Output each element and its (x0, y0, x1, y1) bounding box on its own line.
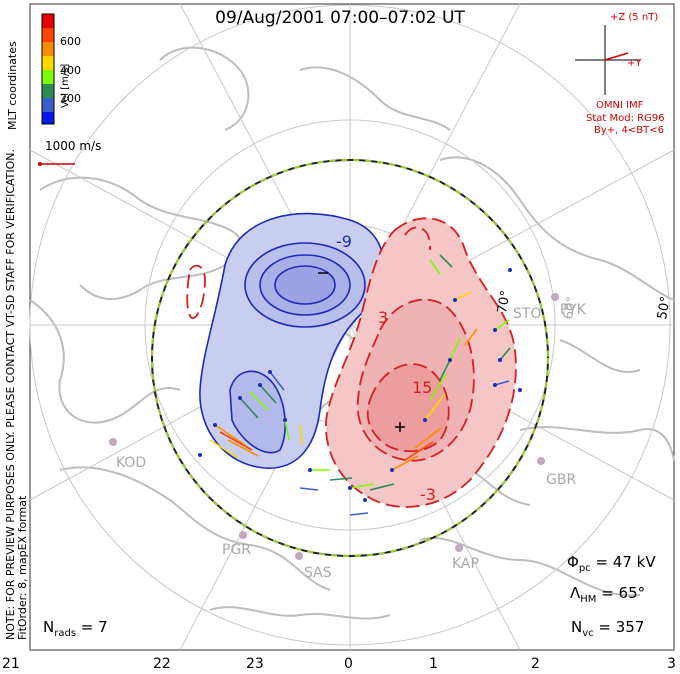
station-sas: SAS (304, 565, 332, 581)
imf-clock (575, 25, 640, 95)
coastlines (29, 46, 675, 620)
fitorder-note: FitOrder: 8, mapEX format (16, 495, 29, 640)
stat-phi-pc: Φpc = 47 kV (567, 553, 656, 574)
hm-boundary-dash (151, 159, 549, 557)
colorbar (41, 13, 55, 125)
stat-nvc: Nvc = 357 (571, 618, 645, 639)
colorbar-tick-200: 200 (60, 92, 81, 105)
colorbar-label: Vel [m/s] (60, 63, 71, 108)
mlt-label-2: 2 (531, 656, 540, 672)
mlt-label-1: 1 (429, 656, 438, 672)
station-markers (109, 293, 559, 560)
station-sto: STO (513, 306, 542, 322)
mlt-label-0: 0 (344, 656, 353, 672)
contour-label-neg9: -9 (336, 232, 352, 251)
stat-lambda-hm: ΛHM = 65° (570, 584, 646, 605)
imf-model: Stat Mod: RG96 (586, 113, 665, 124)
imf-by-label: +Y (627, 58, 642, 69)
map-title: 09/Aug/2001 07:00–07:02 UT (215, 8, 465, 28)
mlt-label-3: 3 (667, 656, 676, 672)
station-kap: KAP (452, 556, 479, 572)
stat-nrads: Nrads = 7 (43, 618, 108, 639)
imf-bz-label: +Z (5 nT) (610, 12, 659, 23)
station-pgr: PGR (222, 542, 252, 558)
station-gbr: GBR (546, 472, 577, 488)
ref-vector (38, 162, 75, 166)
contour-label-neg3: -3 (420, 485, 436, 504)
mlt-label-21: 21 (2, 656, 20, 672)
contour-label-3: 3 (378, 308, 389, 327)
colorbar-tick-600: 600 (60, 35, 81, 48)
station-pyk: PYK (560, 302, 586, 318)
imf-condition: By+, 4<BT<6 (594, 125, 664, 136)
positive-cell (186, 217, 517, 508)
vector-dots (198, 268, 522, 502)
ref-vector-label: 1000 m/s (45, 139, 102, 153)
colorbar-tick-400: 400 (60, 64, 81, 77)
contour-label-15: 15 (412, 378, 433, 397)
mlt-label-23: 23 (246, 656, 264, 672)
mlt-label-22: 22 (153, 656, 171, 672)
station-kod: KOD (116, 455, 147, 471)
imf-source: OMNI IMF (596, 100, 644, 111)
mlt-coordinates-note: MLT coordinates (6, 41, 19, 130)
